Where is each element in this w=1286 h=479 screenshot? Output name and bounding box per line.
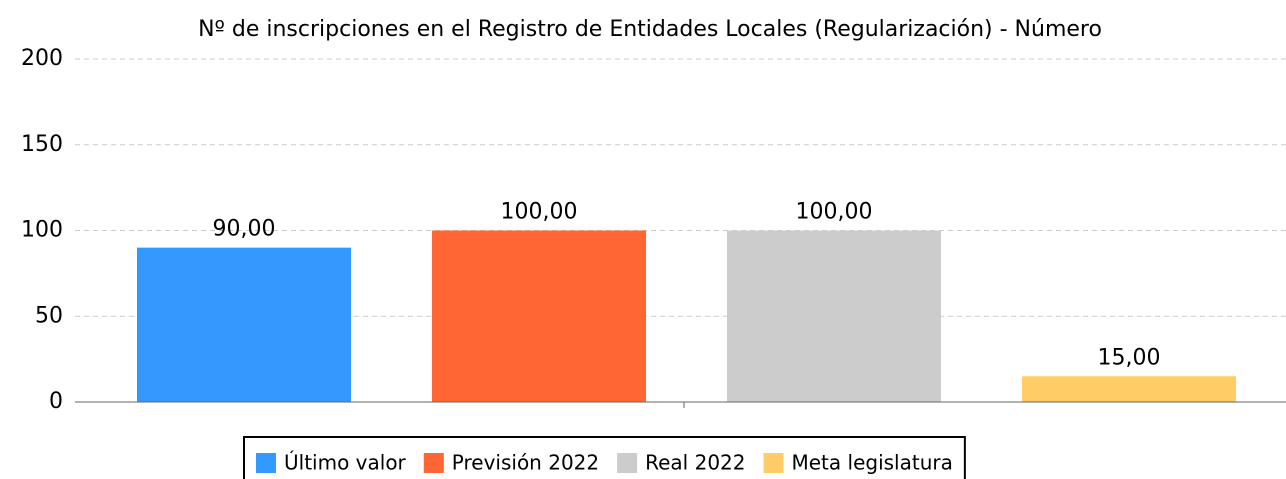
value-label: 100,00 [796,200,873,225]
chart-title: Nº de inscripciones en el Registro de En… [198,17,1102,42]
legend-label: Último valor [284,451,407,475]
legend-swatch [256,453,276,473]
value-label: 100,00 [501,200,578,225]
legend-label: Meta legislatura [792,451,953,475]
value-label: 90,00 [213,217,276,242]
y-tick-label: 150 [21,132,63,157]
y-tick-label: 100 [21,218,63,243]
y-tick-label: 50 [35,303,63,328]
y-tick-label: 0 [49,389,63,414]
bar [432,230,646,402]
bar [1022,376,1236,402]
bar [137,247,351,402]
y-tick-label: 200 [21,46,63,71]
value-label: 15,00 [1098,345,1161,370]
legend-swatch [423,453,444,473]
legend-box [243,436,966,479]
bar [727,230,941,402]
legend-label: Previsión 2022 [452,451,599,475]
legend-label: Real 2022 [645,451,745,475]
legend-swatch [617,453,638,473]
legend-swatch [763,453,784,473]
